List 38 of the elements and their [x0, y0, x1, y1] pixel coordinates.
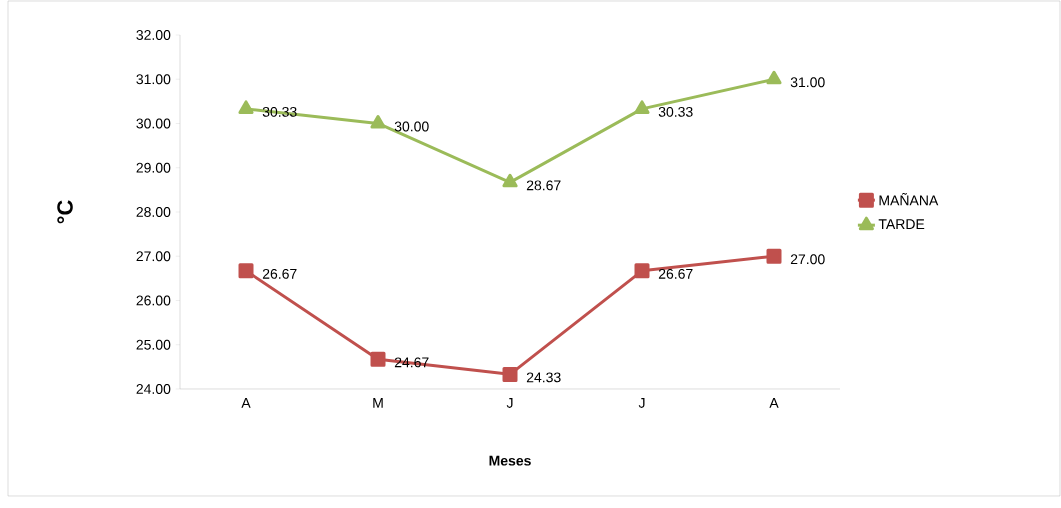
point	[502, 173, 518, 188]
y-tick-label: 25.00	[136, 339, 171, 350]
data-label: 28.67	[526, 180, 561, 191]
y-tick-label: 31.00	[136, 74, 171, 85]
data-label: 30.33	[658, 106, 693, 117]
data-label: 27.00	[790, 254, 825, 265]
y-tick-label: 28.00	[136, 207, 171, 217]
point	[634, 100, 650, 114]
y-tick-label: 24.00	[136, 384, 171, 394]
x-tick-label: J	[638, 398, 645, 408]
point	[766, 70, 782, 85]
y-tick-label: 30.00	[136, 118, 171, 129]
x-tick-label: M	[373, 398, 383, 408]
data-label: 24.67	[394, 357, 429, 368]
x-tick-label: J	[506, 398, 513, 408]
point	[370, 114, 386, 129]
y-tick-label: 26.00	[136, 295, 171, 306]
data-label: 30.00	[394, 121, 429, 132]
point	[502, 366, 518, 382]
data-label: 31.00	[790, 77, 825, 88]
y-tick-label: 29.00	[136, 162, 171, 173]
y-tick-label: 32.00	[136, 30, 171, 40]
x-tick-label: A	[241, 398, 251, 408]
y-axis-title: °C	[57, 200, 73, 224]
x-axis-title: Meses	[489, 455, 531, 466]
legend-label: MAÑANA	[879, 192, 939, 206]
point	[370, 351, 386, 367]
data-label: 30.33	[262, 106, 297, 117]
data-label: 26.67	[262, 268, 297, 279]
data-label: 24.33	[526, 372, 561, 383]
point	[238, 100, 254, 114]
data-label: 26.67	[658, 268, 693, 279]
point	[634, 263, 650, 279]
x-tick-label: A	[769, 398, 779, 408]
point	[238, 263, 254, 279]
legend-label: TARDE	[878, 219, 925, 229]
point	[766, 248, 782, 264]
y-tick-label: 27.00	[136, 251, 171, 262]
